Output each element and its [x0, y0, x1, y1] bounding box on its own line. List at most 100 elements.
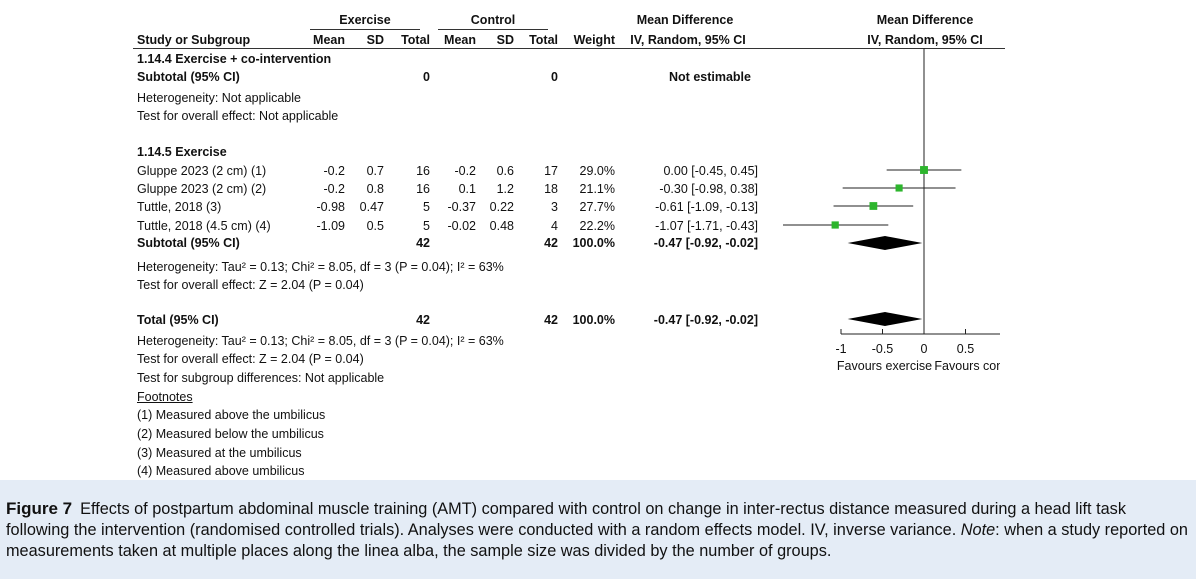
study-ex-sd: 0.47	[359, 200, 384, 214]
footnote-item: (1) Measured above the umbilicus	[137, 408, 326, 422]
subgroup2-weight: 100.0%	[572, 236, 615, 250]
study-ex-mean: -1.09	[316, 219, 346, 233]
study-ex-mean: -0.2	[323, 164, 345, 178]
subgroup2-heterogeneity: Heterogeneity: Tau² = 0.13; Chi² = 8.05,…	[137, 260, 504, 274]
study-ct-total: 4	[551, 219, 558, 233]
study-weight: 21.1%	[579, 182, 615, 196]
total-label: Total (95% CI)	[137, 313, 219, 327]
study-ex-sd: 0.5	[366, 219, 384, 233]
col-ex-sd-header: SD	[366, 33, 384, 47]
footnote-item: (2) Measured below the umbilicus	[137, 427, 324, 441]
total-ex-total: 42	[416, 313, 430, 327]
favours-control-label: Favours control	[934, 359, 1000, 373]
study-point-marker	[869, 202, 878, 210]
subtotal-diamond	[847, 236, 923, 250]
study-weight: 27.7%	[579, 200, 615, 214]
study-ct-mean: 0.1	[458, 182, 476, 196]
subgroup2-ci: -0.47 [-0.92, -0.02]	[653, 236, 758, 250]
study-name: Tuttle, 2018 (4.5 cm) (4)	[137, 219, 271, 233]
subgroup-differences-test: Test for subgroup differences: Not appli…	[137, 371, 385, 385]
header-bottom-rule	[133, 48, 1005, 49]
study-ci: -0.61 [-1.09, -0.13]	[655, 200, 758, 214]
study-ct-total: 18	[544, 182, 558, 196]
subgroup2-ex-total: 42	[416, 236, 430, 250]
col-ex-total-header: Total	[401, 33, 430, 47]
study-name: Gluppe 2023 (2 cm) (2)	[137, 182, 267, 196]
group-control-header: Control	[470, 13, 516, 27]
plot-header-title: Mean Difference	[876, 13, 974, 27]
subgroup1-overall-effect: Test for overall effect: Not applicable	[137, 109, 339, 123]
total-diamond	[847, 312, 923, 326]
subgroup1-ct-total: 0	[551, 70, 558, 84]
study-ct-mean: -0.02	[447, 219, 477, 233]
total-heterogeneity: Heterogeneity: Tau² = 0.13; Chi² = 8.05,…	[137, 334, 504, 348]
subgroup2-overall-effect: Test for overall effect: Z = 2.04 (P = 0…	[137, 278, 364, 292]
subgroup1-estimate: Not estimable	[669, 70, 751, 84]
md-header-title: Mean Difference	[636, 13, 734, 27]
subgroup1-subtotal-label: Subtotal (95% CI)	[137, 70, 240, 84]
subgroup1-title: 1.14.4 Exercise + co-intervention	[137, 52, 332, 66]
study-ci: -1.07 [-1.71, -0.43]	[655, 219, 758, 233]
study-ex-mean: -0.98	[316, 200, 346, 214]
footnote-item: (4) Measured above umbilicus	[137, 464, 305, 478]
study-ct-sd: 1.2	[496, 182, 514, 196]
figure-caption: Figure 7 Effects of postpartum abdominal …	[0, 480, 1196, 579]
subgroup2-ct-total: 42	[544, 236, 558, 250]
study-ct-total: 3	[551, 200, 558, 214]
footnote-item: (3) Measured at the umbilicus	[137, 446, 302, 460]
total-overall-effect: Test for overall effect: Z = 2.04 (P = 0…	[137, 352, 364, 366]
study-ex-total: 5	[423, 200, 430, 214]
total-weight: 100.0%	[572, 313, 615, 327]
x-tick-label: 0	[921, 342, 928, 356]
study-ct-mean: -0.37	[447, 200, 477, 214]
col-ex-mean-header: Mean	[313, 33, 345, 47]
study-ex-total: 5	[423, 219, 430, 233]
footnotes-title: Footnotes	[137, 390, 193, 404]
col-study-header: Study or Subgroup	[137, 33, 251, 47]
study-ct-total: 17	[544, 164, 558, 178]
col-ct-sd-header: SD	[496, 33, 514, 47]
plot-header-sub: IV, Random, 95% CI	[867, 33, 983, 47]
subgroup2-title: 1.14.5 Exercise	[137, 145, 227, 159]
caption-note-text: : when a study reported on measurements …	[6, 521, 1188, 560]
col-weight-header: Weight	[573, 33, 615, 47]
study-name: Gluppe 2023 (2 cm) (1)	[137, 164, 267, 178]
study-ct-mean: -0.2	[454, 164, 476, 178]
study-ci: 0.00 [-0.45, 0.45]	[663, 164, 758, 178]
col-ct-total-header: Total	[529, 33, 558, 47]
study-name: Tuttle, 2018 (3)	[137, 200, 222, 214]
exercise-header-rule	[310, 29, 420, 30]
figure-label: Figure 7	[6, 499, 73, 518]
subgroup1-heterogeneity: Heterogeneity: Not applicable	[137, 91, 301, 105]
study-ct-sd: 0.22	[489, 200, 514, 214]
study-point-marker	[831, 221, 839, 229]
x-tick-label: -0.5	[872, 342, 894, 356]
study-ct-sd: 0.48	[489, 219, 514, 233]
subgroup1-ex-total: 0	[423, 70, 430, 84]
total-ci: -0.47 [-0.92, -0.02]	[653, 313, 758, 327]
study-ex-mean: -0.2	[323, 182, 345, 196]
group-exercise-header: Exercise	[339, 13, 391, 27]
x-tick-label: -1	[835, 342, 846, 356]
study-ct-sd: 0.6	[496, 164, 514, 178]
study-point-marker	[895, 184, 903, 192]
col-ct-mean-header: Mean	[444, 33, 476, 47]
caption-note-label: Note	[960, 521, 996, 539]
study-weight: 22.2%	[579, 219, 615, 233]
study-ex-sd: 0.7	[366, 164, 384, 178]
study-ci: -0.30 [-0.98, 0.38]	[659, 182, 758, 196]
control-header-rule	[438, 29, 548, 30]
md-header-sub: IV, Random, 95% CI	[630, 33, 746, 47]
caption-text: Effects of postpartum abdominal muscle t…	[6, 500, 1126, 539]
favours-exercise-label: Favours exercise	[837, 359, 932, 373]
study-point-marker	[920, 166, 928, 174]
subgroup2-subtotal-label: Subtotal (95% CI)	[137, 236, 240, 250]
total-ct-total: 42	[544, 313, 558, 327]
x-tick-label: 0.5	[957, 342, 974, 356]
study-ex-total: 16	[416, 164, 430, 178]
study-weight: 29.0%	[579, 164, 615, 178]
study-ex-total: 16	[416, 182, 430, 196]
caption-paragraph: Figure 7 Effects of postpartum abdominal …	[6, 498, 1192, 562]
study-ex-sd: 0.8	[366, 182, 384, 196]
